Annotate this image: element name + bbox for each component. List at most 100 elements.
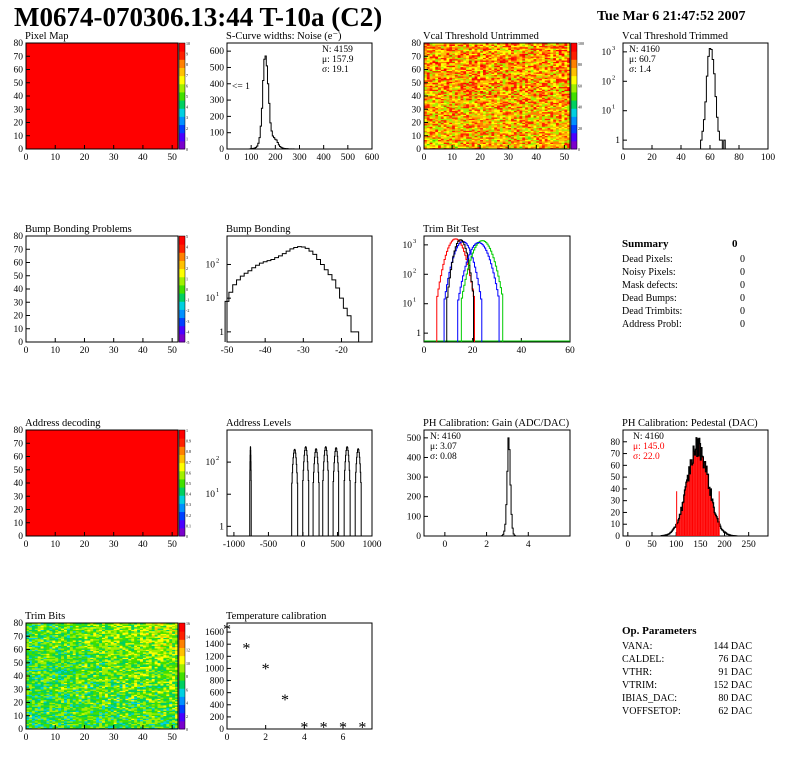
- heatmap-cell: [440, 58, 444, 61]
- heatmap-cell: [446, 117, 450, 119]
- heatmap-cell: [446, 123, 450, 126]
- heatmap-cell: [90, 725, 94, 727]
- heatmap-cell: [527, 103, 531, 106]
- heatmap-cell: [499, 72, 503, 74]
- heatmap-cell: [525, 96, 529, 98]
- heatmap-cell: [480, 82, 484, 85]
- heatmap-cell: [558, 57, 562, 60]
- y-tick-label: 10: [206, 458, 216, 468]
- heatmap-cell: [488, 97, 492, 99]
- heatmap-cell: [553, 77, 557, 80]
- heatmap-cell: [477, 60, 481, 62]
- heatmap-cell: [110, 725, 114, 727]
- heatmap-cell: [468, 137, 473, 139]
- heatmap-cell: [567, 90, 571, 93]
- heatmap-cell: [457, 129, 461, 131]
- heatmap-cell: [449, 92, 453, 94]
- heatmap-cell: [31, 723, 36, 726]
- heatmap-cell: [539, 96, 543, 98]
- heatmap-cell: [480, 53, 484, 56]
- heatmap-cell: [468, 117, 473, 119]
- heatmap-cell: [511, 74, 515, 77]
- heatmap-cell: [502, 137, 506, 139]
- heatmap-cell: [440, 123, 444, 126]
- heatmap-cell: [96, 723, 100, 726]
- heatmap-cell: [463, 86, 467, 89]
- heatmap-cell: [533, 81, 537, 84]
- heatmap-cell: [502, 117, 506, 119]
- heatmap-cell: [125, 723, 129, 726]
- heatmap-cell: [502, 78, 506, 81]
- heatmap-cell: [432, 111, 436, 114]
- heatmap-cell: [499, 126, 503, 129]
- heatmap-cell: [424, 70, 428, 73]
- heatmap-cell: [435, 60, 439, 62]
- heatmap-cell: [454, 69, 458, 72]
- heatmap-cell: [477, 88, 481, 90]
- heatmap-cell: [499, 99, 503, 102]
- heatmap-cell: [477, 131, 481, 134]
- heatmap-cell: [539, 139, 543, 142]
- heatmap-cell: [438, 146, 442, 148]
- heatmap-cell: [477, 127, 481, 130]
- heatmap-cell: [452, 69, 456, 72]
- heatmap-cell: [511, 68, 515, 70]
- heatmap-cell: [527, 119, 531, 122]
- heatmap-cell: [160, 725, 164, 727]
- x-tick-label: 40: [532, 153, 542, 163]
- x-tick-label: 100: [669, 540, 684, 550]
- heatmap-cell: [460, 56, 464, 58]
- heatmap-cell: [457, 86, 461, 89]
- heatmap-cell: [508, 70, 512, 73]
- heatmap-cell: [435, 85, 439, 88]
- heatmap-cell: [454, 60, 458, 62]
- heatmap-cell: [485, 57, 489, 60]
- heatmap-cell: [477, 122, 481, 125]
- heatmap-cell: [480, 58, 484, 61]
- heatmap-cell: [505, 74, 509, 77]
- heatmap-cell: [536, 97, 540, 99]
- heatmap-cell: [477, 90, 481, 93]
- heatmap-cell: [522, 117, 526, 119]
- heatmap-cell: [533, 88, 537, 90]
- heatmap-cell: [438, 92, 442, 94]
- heatmap-cell: [497, 122, 501, 125]
- heatmap-cell: [468, 76, 473, 78]
- heatmap-cell: [558, 50, 562, 53]
- heatmap-cell: [553, 129, 557, 131]
- heatmap-cell: [438, 97, 442, 99]
- heatmap-cell: [539, 73, 543, 76]
- heatmap-cell: [488, 78, 492, 81]
- heatmap-cell: [522, 46, 526, 49]
- heatmap-cell: [446, 69, 450, 72]
- heatmap-cell: [508, 60, 512, 62]
- heatmap-cell: [482, 76, 487, 78]
- heatmap-cell: [471, 73, 475, 76]
- heatmap-cell: [550, 106, 554, 109]
- histogram-line: [248, 55, 297, 150]
- heatmap-cell: [454, 61, 458, 64]
- heatmap-cell: [471, 45, 475, 48]
- heatmap-cell: [530, 139, 534, 142]
- heatmap-cell: [558, 131, 562, 134]
- heatmap-cell: [160, 721, 164, 723]
- heatmap-cell: [494, 62, 498, 65]
- heatmap-cell: [468, 123, 473, 126]
- heatmap-cell: [561, 49, 565, 52]
- heatmap-cell: [480, 92, 484, 94]
- heatmap-cell: [567, 106, 571, 109]
- heatmap-cell: [474, 90, 478, 93]
- heatmap-cell: [502, 96, 506, 98]
- heatmap-cell: [497, 92, 501, 94]
- heatmap-cell: [454, 101, 458, 103]
- heatmap-cell: [494, 94, 498, 97]
- heatmap-cell: [480, 114, 484, 117]
- heatmap-cell: [499, 117, 503, 119]
- heatmap-cell: [516, 65, 520, 68]
- heatmap-cell: [488, 122, 492, 125]
- heatmap-cell: [460, 117, 464, 119]
- heatmap-cell: [555, 130, 560, 133]
- heatmap-cell: [432, 53, 436, 56]
- colorbar-segment: [179, 511, 185, 521]
